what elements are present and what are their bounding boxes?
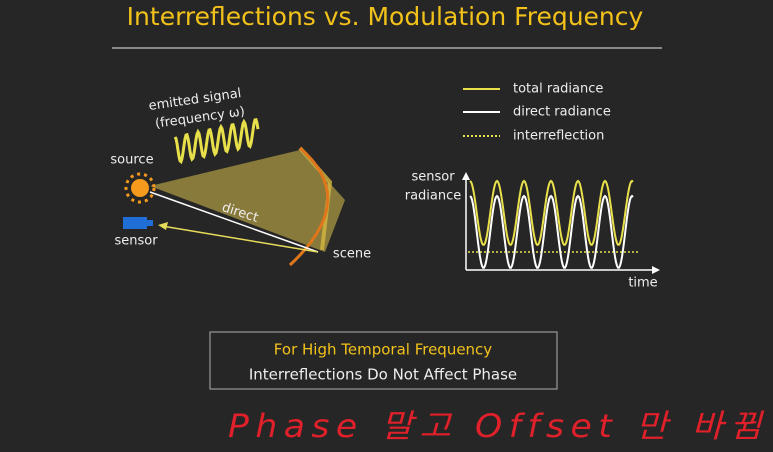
source-label: source: [110, 153, 153, 168]
arrow-head: [158, 222, 168, 230]
legend-label: total radiance: [513, 82, 603, 97]
handwritten-note: Phase 말고 Offset 만 바뀜: [228, 407, 768, 445]
callout-box: [209, 331, 558, 390]
emitted-wave: [173, 117, 260, 165]
return-path: [161, 225, 319, 253]
legend-label: direct radiance: [513, 105, 611, 120]
callout-line: Interreflections Do Not Affect Phase: [249, 366, 517, 384]
beam: [150, 150, 345, 252]
sensor-label: sensor: [114, 234, 158, 249]
axis-arrow: [652, 266, 660, 274]
scene-label: scene: [333, 247, 371, 262]
direct-wave: [469, 194, 634, 269]
y-label: sensor: [411, 170, 455, 185]
sensor-icon: [123, 217, 147, 229]
x-label: time: [628, 276, 657, 291]
sun: [124, 172, 156, 204]
direct-path: [149, 191, 319, 253]
title: Interreflections vs. Modulation Frequenc…: [127, 2, 644, 31]
callout-line: For High Temporal Frequency: [274, 341, 493, 359]
legend-label: interreflection: [513, 129, 604, 144]
axis-arrow: [462, 172, 470, 180]
y-label: radiance: [405, 189, 462, 204]
total-wave: [469, 179, 634, 246]
sensor-lens: [147, 220, 153, 226]
